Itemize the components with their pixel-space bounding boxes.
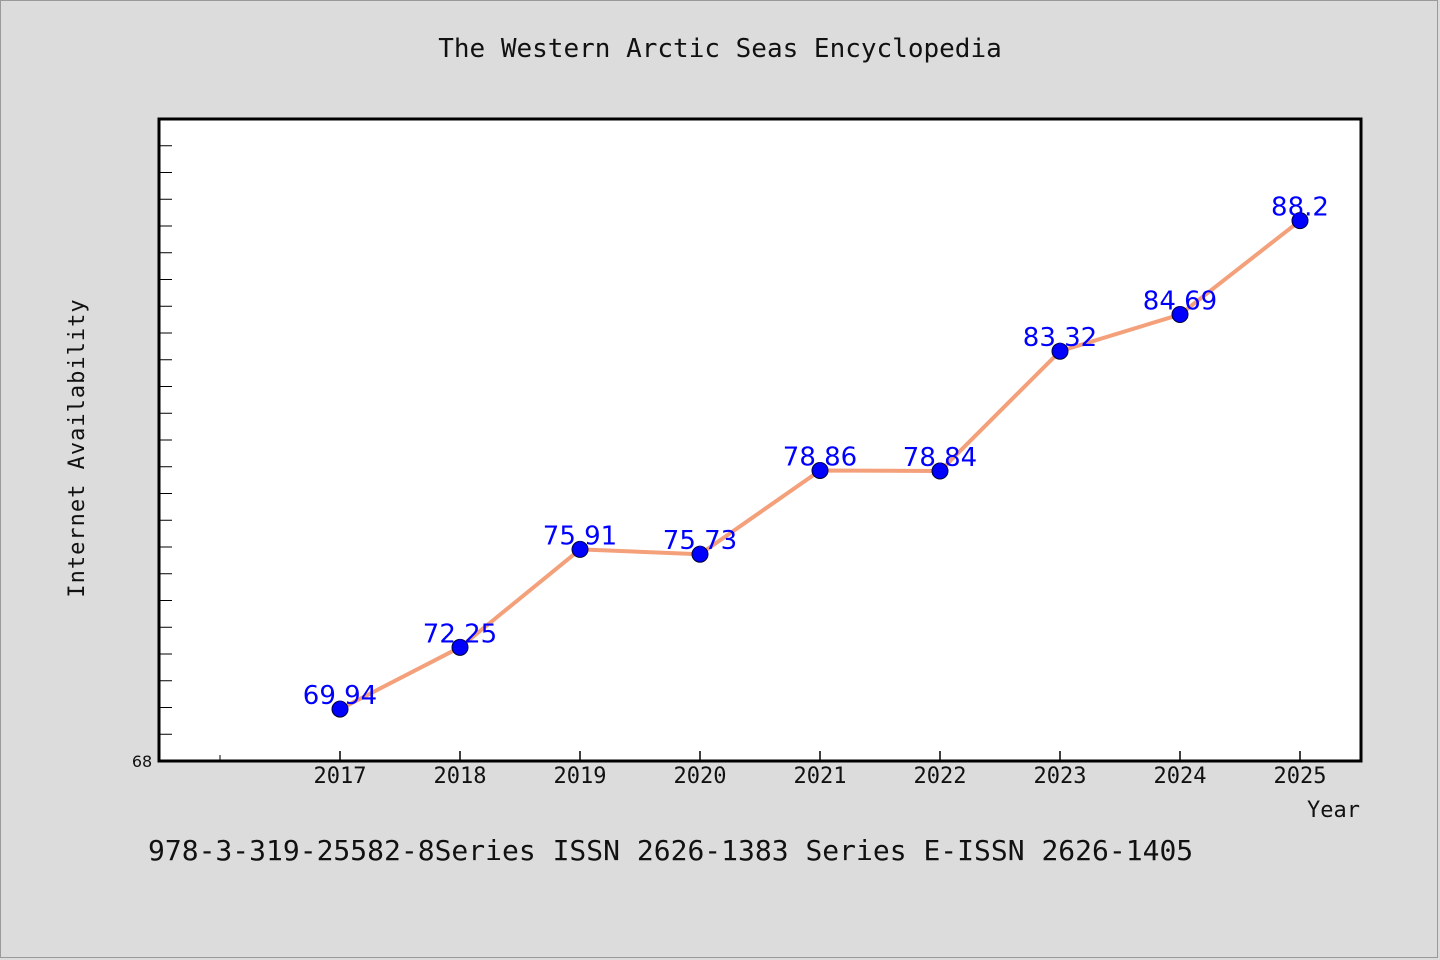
chart-title: The Western Arctic Seas Encyclopedia: [438, 34, 1002, 64]
plot-area: [157, 117, 1363, 763]
data-label-2017: 69.94: [303, 681, 377, 711]
data-point-2022: [931, 462, 949, 480]
x-tick-label-2024: 2024: [1154, 764, 1207, 789]
x-tick-label-2019: 2019: [554, 764, 607, 789]
x-tick-label-2020: 2020: [674, 764, 727, 789]
data-point-2024: [1171, 306, 1189, 324]
x-tick-label-2018: 2018: [434, 764, 487, 789]
data-label-2022: 78.84: [903, 443, 977, 473]
x-tick-label-2023: 2023: [1034, 764, 1087, 789]
y-axis-label: Internet Availability: [65, 298, 90, 597]
series-1: 69.94 72.25 75.91 75.73 78.86 78.84 83.32 84.69…: [303, 193, 1329, 718]
data-point-2018: [451, 638, 469, 656]
data-label-2023: 83.32: [1023, 323, 1097, 353]
y-tick-label-min: 68: [132, 752, 152, 771]
x-tick-label-2022: 2022: [914, 764, 967, 789]
x-axis-ticks: 2017 2018 2019 2020 2021 2022 2023 2024 2025: [219, 751, 1327, 789]
data-point-2025: [1291, 212, 1309, 230]
data-point-2017: [331, 700, 349, 718]
data-point-2021: [811, 461, 829, 479]
data-label-2024: 84.69: [1143, 287, 1217, 317]
data-point-2019: [571, 540, 589, 558]
data-label-2021: 78.86: [783, 442, 857, 472]
x-tick-label-2017: 2017: [314, 764, 367, 789]
data-label-2025: 88.2: [1271, 193, 1329, 223]
data-point-2020: [691, 545, 709, 563]
footer-identifiers: 978-3-319-25582-8Series ISSN 2626-1383 S…: [148, 834, 1194, 867]
data-label-2019: 75.91: [543, 521, 617, 551]
y-axis-ticks: [159, 145, 172, 735]
data-point-2023: [1051, 342, 1069, 360]
x-axis-label: Year: [1307, 798, 1360, 823]
data-label-2020: 75.73: [663, 526, 737, 556]
x-tick-label-2025: 2025: [1274, 764, 1327, 789]
x-tick-label-2021: 2021: [794, 764, 847, 789]
data-label-2018: 72.25: [423, 619, 497, 649]
